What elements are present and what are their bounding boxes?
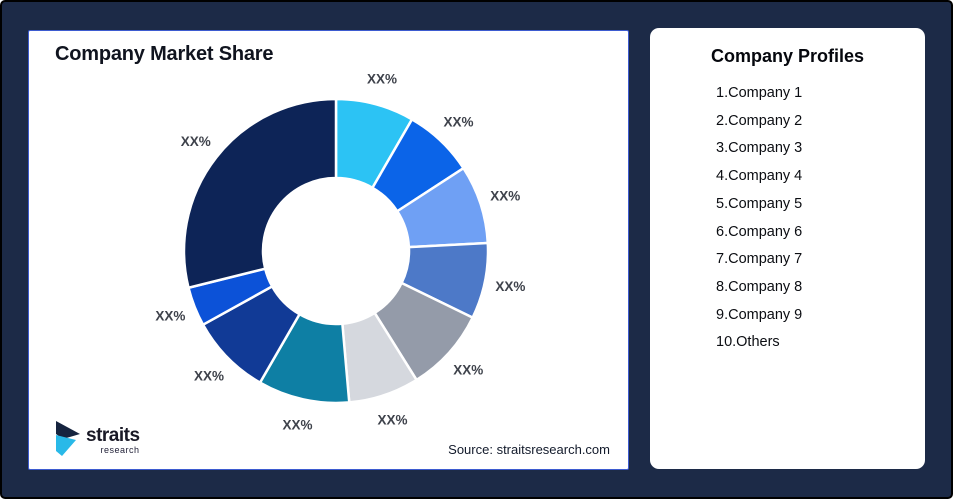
segment-label-7: XX% xyxy=(282,417,312,432)
company-list-item: 10.Others xyxy=(716,334,780,351)
logo-name: straits xyxy=(86,425,140,446)
segment-label-10: XX% xyxy=(181,134,211,149)
company-list-item: 2.Company 2 xyxy=(716,112,803,129)
company-list: 1.Company 1 2.Company 2 3.Company 3 4.Co… xyxy=(650,80,925,357)
market-share-panel: Company Market Share XX% XX% XX% XX% XX% XX% X… xyxy=(28,30,629,470)
straits-logo-icon xyxy=(56,421,80,456)
company-profiles-panel: Company Profiles 1.Company 1 2.Company 2… xyxy=(650,28,925,469)
company-list-item: 9.Company 9 xyxy=(716,306,803,323)
segment-label-3: XX% xyxy=(490,188,520,203)
company-list-item: 8.Company 8 xyxy=(716,278,803,295)
logo-subtitle: research xyxy=(100,445,140,455)
market-share-donut-chart: XX% XX% XX% XX% XX% XX% XX% XX% XX% XX% xyxy=(155,72,525,433)
segment-label-6: XX% xyxy=(377,412,407,427)
company-list-item: 3.Company 3 xyxy=(716,140,803,157)
straits-research-logo: straits research xyxy=(55,421,140,457)
company-list-item: 7.Company 7 xyxy=(716,251,803,268)
segment-label-2: XX% xyxy=(444,114,474,129)
chart-title: Company Market Share xyxy=(55,43,274,65)
logo-text: straits research xyxy=(86,426,140,455)
segment-label-8: XX% xyxy=(194,368,224,383)
company-list-item: 6.Company 6 xyxy=(716,223,803,240)
segment-label-5: XX% xyxy=(453,363,483,378)
segment-label-1: XX% xyxy=(367,72,397,87)
source-note: Source: straitsresearch.com xyxy=(448,442,610,457)
profiles-title: Company Profiles xyxy=(710,46,865,66)
donut-segment-10 xyxy=(182,97,338,290)
company-list-item: 5.Company 5 xyxy=(716,195,803,212)
company-list-item: 1.Company 1 xyxy=(716,85,803,101)
segment-label-4: XX% xyxy=(495,279,525,294)
company-list-item: 4.Company 4 xyxy=(716,168,803,185)
segment-label-9: XX% xyxy=(155,309,185,324)
